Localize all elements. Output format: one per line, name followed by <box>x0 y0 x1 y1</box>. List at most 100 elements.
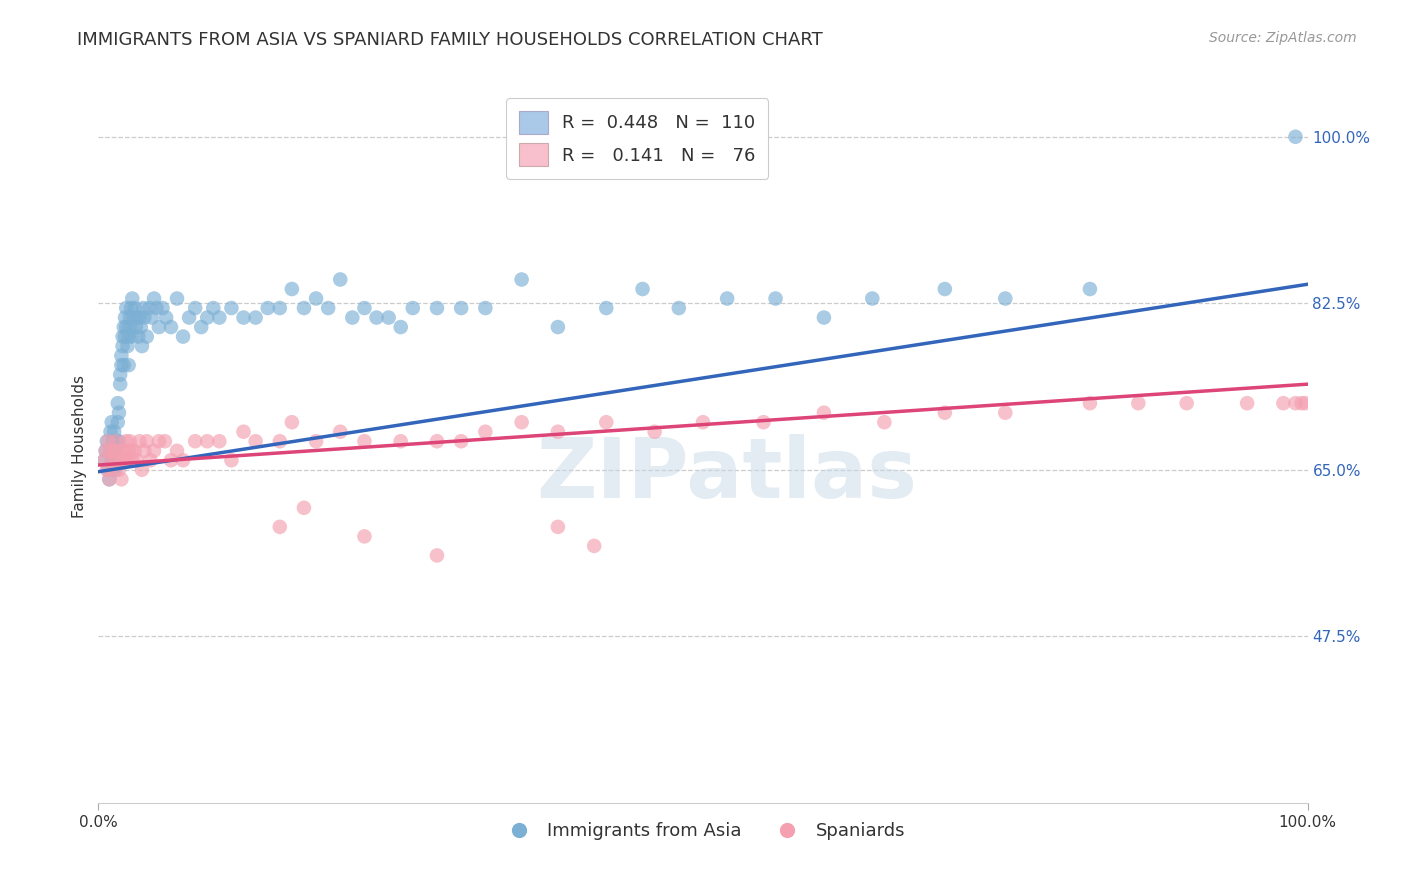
Point <box>1272 396 1295 410</box>
Point <box>104 443 127 458</box>
Point <box>389 434 412 449</box>
Point <box>353 301 375 315</box>
Point <box>179 310 201 325</box>
Point <box>195 434 218 449</box>
Point <box>98 472 121 486</box>
Point <box>668 301 690 315</box>
Text: IMMIGRANTS FROM ASIA VS SPANIARD FAMILY HOUSEHOLDS CORRELATION CHART: IMMIGRANTS FROM ASIA VS SPANIARD FAMILY … <box>77 31 823 49</box>
Point <box>377 310 399 325</box>
Point <box>135 434 157 449</box>
Point <box>152 301 174 315</box>
Point <box>110 472 132 486</box>
Point <box>474 425 496 439</box>
Point <box>994 292 1017 306</box>
Point <box>426 549 449 563</box>
Point <box>118 310 141 325</box>
Point <box>305 292 328 306</box>
Point <box>644 425 666 439</box>
Point <box>426 434 449 449</box>
Point <box>108 453 131 467</box>
Point <box>125 320 148 334</box>
Point <box>184 301 207 315</box>
Point <box>934 282 956 296</box>
Point <box>103 443 125 458</box>
Point <box>402 301 425 315</box>
Point <box>1078 282 1101 296</box>
Point <box>1284 396 1306 410</box>
Point <box>172 329 194 343</box>
Point <box>148 320 170 334</box>
Point <box>105 434 128 449</box>
Point <box>208 434 231 449</box>
Point <box>107 415 129 429</box>
Point <box>101 463 124 477</box>
Point <box>108 434 131 449</box>
Point <box>547 425 569 439</box>
Point <box>160 453 183 467</box>
Point <box>190 320 212 334</box>
Point <box>426 301 449 315</box>
Point <box>97 463 120 477</box>
Point <box>121 329 143 343</box>
Point <box>105 453 128 467</box>
Point <box>134 310 156 325</box>
Point <box>107 443 129 458</box>
Point <box>122 310 145 325</box>
Point <box>474 301 496 315</box>
Point <box>132 301 155 315</box>
Point <box>108 368 131 382</box>
Point <box>547 520 569 534</box>
Point <box>114 310 136 325</box>
Point <box>114 329 136 343</box>
Point <box>118 358 141 372</box>
Point <box>269 520 291 534</box>
Point <box>353 434 375 449</box>
Point <box>131 463 153 477</box>
Point <box>101 434 124 449</box>
Point <box>110 358 132 372</box>
Point <box>595 301 617 315</box>
Point <box>127 453 149 467</box>
Point <box>143 292 166 306</box>
Point <box>129 320 152 334</box>
Point <box>141 310 163 325</box>
Point <box>510 272 533 286</box>
Text: Source: ZipAtlas.com: Source: ZipAtlas.com <box>1209 31 1357 45</box>
Point <box>108 406 131 420</box>
Point <box>114 453 136 467</box>
Point <box>103 425 125 439</box>
Point <box>94 443 117 458</box>
Point <box>292 500 315 515</box>
Point <box>1236 396 1258 410</box>
Point <box>120 443 142 458</box>
Point <box>166 443 188 458</box>
Point <box>631 282 654 296</box>
Point <box>342 310 364 325</box>
Point <box>1078 396 1101 410</box>
Point <box>127 310 149 325</box>
Point <box>148 434 170 449</box>
Point <box>143 443 166 458</box>
Point <box>716 292 738 306</box>
Point <box>155 310 177 325</box>
Point <box>281 415 304 429</box>
Point <box>195 310 218 325</box>
Point <box>595 415 617 429</box>
Point <box>765 292 787 306</box>
Point <box>292 301 315 315</box>
Point <box>104 463 127 477</box>
Point <box>245 434 267 449</box>
Point <box>104 434 127 449</box>
Point <box>160 320 183 334</box>
Point <box>245 310 267 325</box>
Point <box>232 310 254 325</box>
Point <box>118 320 141 334</box>
Point <box>98 472 121 486</box>
Point <box>1175 396 1198 410</box>
Point <box>97 434 120 449</box>
Point <box>110 349 132 363</box>
Point <box>139 453 162 467</box>
Point <box>112 443 135 458</box>
Point <box>316 301 339 315</box>
Point <box>128 310 150 325</box>
